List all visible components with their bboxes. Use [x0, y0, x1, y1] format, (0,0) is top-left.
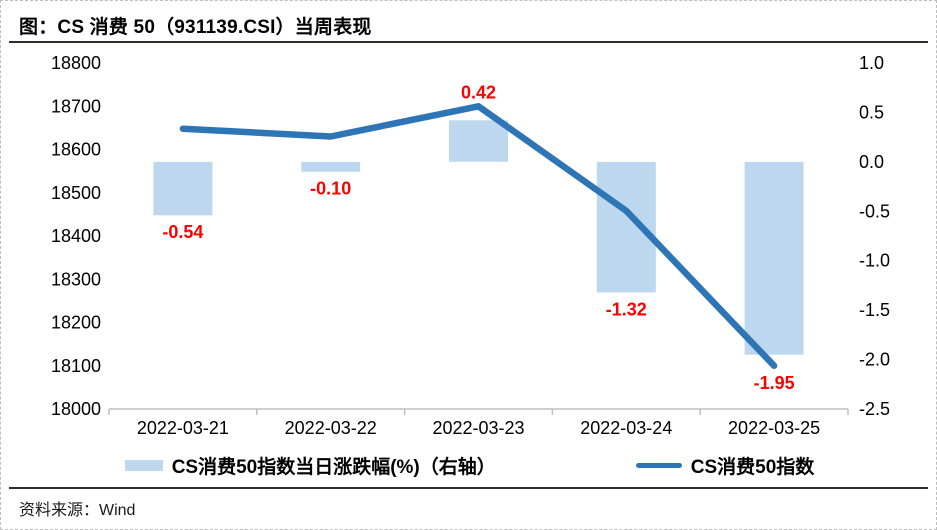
bar-2022-03-24 — [596, 161, 656, 293]
title-divider — [9, 41, 928, 43]
bar-2022-03-22 — [301, 161, 361, 172]
left-axis-tick-label: 18200 — [51, 313, 101, 333]
x-axis-category-label: 2022-03-23 — [432, 418, 524, 438]
x-axis-category-label: 2022-03-21 — [137, 418, 229, 438]
right-axis-tick-label: 0.5 — [859, 102, 884, 122]
figure-title: 图：CS 消费 50（931139.CSI）当周表现 — [19, 17, 372, 38]
right-axis-tick-label: -1.5 — [859, 300, 890, 320]
left-axis-tick-label: 18100 — [51, 356, 101, 376]
right-axis-tick-label: -0.5 — [859, 201, 890, 221]
index-line — [179, 103, 778, 370]
right-axis-tick-label: -2.5 — [859, 399, 890, 419]
bar-series-swatch-icon — [124, 460, 163, 471]
left-axis-tick-label: 18000 — [51, 399, 101, 419]
bar-2022-03-25 — [744, 161, 804, 355]
x-axis-category-label: 2022-03-24 — [580, 418, 672, 438]
right-axis-tick-label: -1.0 — [859, 251, 890, 271]
legend-item-bar-series: CS消费50指数当日涨跌幅(%)（右轴） — [124, 452, 496, 479]
chart-canvas: -0.54 -0.10 0.42 -1.32 -1.95 18800 18700 18600 1… — [51, 53, 890, 438]
bar-value-label: -0.10 — [310, 179, 351, 199]
legend-label-line-series: CS消费50指数 — [690, 457, 815, 478]
bar-value-label: 0.42 — [461, 82, 496, 102]
right-axis-tick-label: 1.0 — [859, 53, 884, 73]
bar-2022-03-23 — [449, 120, 508, 162]
legend-label-bar-series: CS消费50指数当日涨跌幅(%)（右轴） — [171, 457, 496, 478]
bar-value-label: -1.95 — [754, 373, 795, 393]
source-note: 资料来源：Wind — [19, 502, 136, 519]
left-axis-tick-label: 18700 — [51, 96, 101, 116]
left-axis-tick-label: 18800 — [51, 53, 101, 73]
bar-2022-03-21 — [153, 161, 213, 216]
chart-legend: CS消费50指数当日涨跌幅(%)（右轴） CS消费50指数 — [1, 452, 936, 479]
legend-item-line-series: CS消费50指数 — [635, 452, 815, 479]
bar-value-label: -1.32 — [606, 299, 647, 319]
left-axis-tick-label: 18400 — [51, 226, 101, 246]
x-axis-category-label: 2022-03-25 — [728, 418, 820, 438]
right-axis-tick-label: -2.0 — [859, 350, 890, 370]
source-divider — [9, 487, 928, 489]
right-axis-tick-label: 0.0 — [859, 152, 884, 172]
bar-value-label: -0.54 — [162, 222, 203, 242]
x-axis-category-label: 2022-03-22 — [285, 418, 377, 438]
line-series-swatch-icon — [635, 463, 682, 468]
left-axis-tick-label: 18500 — [51, 183, 101, 203]
left-axis-tick-label: 18300 — [51, 269, 101, 289]
left-axis-tick-label: 18600 — [51, 140, 101, 160]
